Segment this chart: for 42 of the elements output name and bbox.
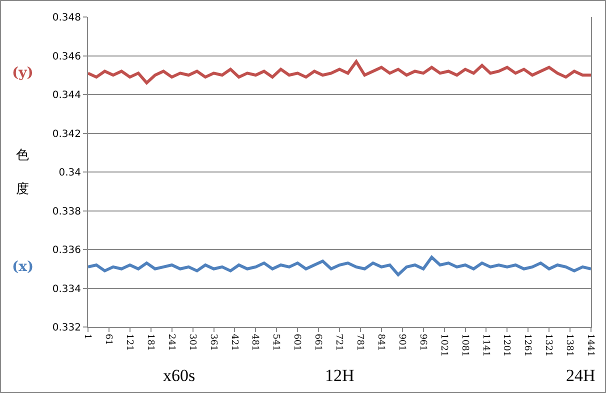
text: (y) bbox=[12, 65, 34, 81]
x-tick-label: 721 bbox=[334, 334, 344, 351]
x-tick-label: 961 bbox=[417, 334, 428, 351]
x-tick-label: 601 bbox=[292, 334, 302, 351]
x-tick-label: 181 bbox=[144, 334, 155, 351]
x-tick-label: 481 bbox=[250, 334, 260, 351]
x-tick-label: 541 bbox=[270, 334, 281, 351]
y-tick-label: 0.344 bbox=[52, 90, 81, 101]
x-tick-label: 661 bbox=[312, 334, 323, 351]
y-tick-label: 0.342 bbox=[52, 128, 81, 140]
x-tick-label: 421 bbox=[228, 334, 239, 351]
y-tick-label: 0.334 bbox=[52, 284, 81, 295]
text: 色度 bbox=[16, 148, 29, 197]
x-tick-label: 1201 bbox=[501, 334, 512, 357]
line-series bbox=[88, 256, 591, 276]
text: 24H bbox=[566, 366, 596, 385]
y-tick-label: 0.338 bbox=[52, 206, 81, 218]
x-tick-label: 1261 bbox=[522, 334, 532, 357]
line-series bbox=[88, 60, 591, 84]
x-tick-label: 841 bbox=[375, 334, 386, 351]
x-tick-label: 1021 bbox=[438, 334, 448, 357]
text: (x) bbox=[12, 259, 34, 275]
x-tick-label: 361 bbox=[208, 334, 218, 351]
y-tick-label: 0.346 bbox=[52, 51, 81, 62]
x-tick-label: 121 bbox=[124, 334, 134, 351]
y-tick-label: 0.34 bbox=[58, 168, 81, 178]
x-tick-label: 781 bbox=[354, 334, 365, 351]
x-axis-title: x60s bbox=[163, 366, 196, 385]
x-tick-label: 241 bbox=[166, 334, 176, 351]
x-tick-label: 1321 bbox=[543, 334, 554, 357]
y-tick-label: 0.348 bbox=[52, 12, 81, 24]
y-tick-label: 0.332 bbox=[52, 322, 81, 334]
x-tick-label: 1141 bbox=[480, 334, 490, 357]
x-tick-label: 61 bbox=[103, 334, 114, 346]
x-tick-label: 1 bbox=[82, 334, 92, 340]
x-tick-label: 301 bbox=[186, 334, 197, 351]
x-tick-label: 1381 bbox=[564, 334, 574, 357]
text: 12H bbox=[325, 366, 354, 385]
x-tick-label: 1081 bbox=[459, 334, 470, 357]
y-tick-label: 0.336 bbox=[52, 245, 81, 256]
x-tick-label: 901 bbox=[396, 334, 406, 351]
x-tick-label: 1441 bbox=[585, 334, 596, 357]
